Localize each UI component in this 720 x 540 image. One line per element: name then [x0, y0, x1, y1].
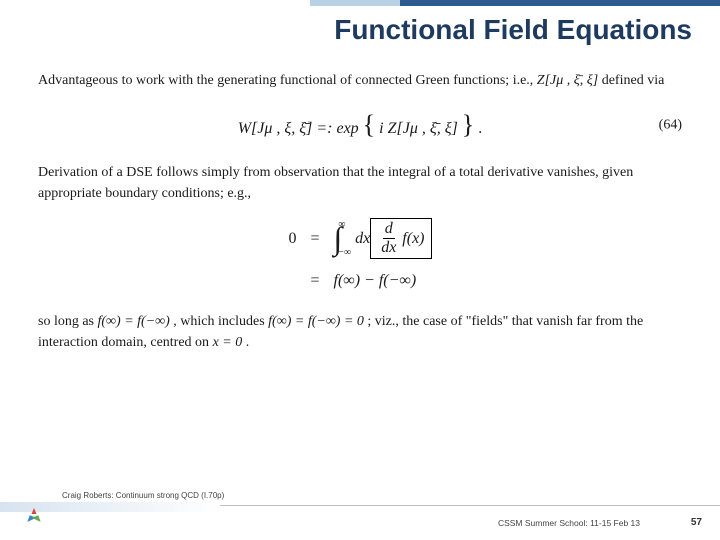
eq2-lhs: 0	[289, 227, 297, 251]
para1-text-suffix: defined via	[602, 73, 665, 88]
para3-prefix: so long as	[38, 314, 98, 329]
page-number: 57	[691, 517, 702, 528]
integral-icon: ∫	[334, 226, 343, 252]
eq2-dx: dx	[355, 227, 370, 251]
equation-64: W[Jμ , ξ, ξ̄] =: exp { i Z[Jμ , ξ̄, ξ] }…	[38, 105, 682, 144]
eq1-inner: i Z[Jμ , ξ̄, ξ]	[379, 120, 458, 137]
eq2-fx: f(x)	[402, 227, 424, 251]
footer-left-text: Craig Roberts: Continuum strong QCD (I.7…	[62, 491, 224, 500]
logo-icon	[22, 506, 46, 530]
slide-title: Functional Field Equations	[334, 14, 692, 46]
title-bar-light	[310, 0, 400, 6]
eq2-rhs-line2: f(∞) − f(−∞)	[334, 269, 432, 293]
eq2-rhs-line1: ∫ ∞ −∞ dx d dx f(x)	[334, 218, 432, 259]
eq1-lhs: W[Jμ , ξ, ξ̄] =: exp	[238, 120, 359, 137]
paragraph-1: Advantageous to work with the generating…	[38, 70, 682, 91]
footer-right-text: CSSM Summer School: 11-15 Feb 13	[498, 518, 640, 528]
para3-suffix2: .	[246, 335, 250, 350]
para3-mid: , which includes	[173, 314, 268, 329]
para3-math1: f(∞) = f(−∞)	[98, 314, 170, 329]
fraction-ddx: d dx	[379, 221, 398, 256]
eq1-dot: .	[478, 120, 482, 137]
slide-body: Advantageous to work with the generating…	[38, 70, 682, 367]
title-bar-dark	[400, 0, 720, 6]
boxed-derivative: d dx f(x)	[370, 218, 431, 259]
para3-math2: f(∞) = f(−∞) = 0	[268, 314, 364, 329]
eq2-eq1: =	[311, 227, 320, 251]
paragraph-2: Derivation of a DSE follows simply from …	[38, 162, 682, 204]
para1-inline-math: Z[Jμ , ξ̄, ξ]	[537, 73, 598, 88]
equation-integral: 0 = ∫ ∞ −∞ dx d dx f(x) = f(∞)	[38, 218, 682, 293]
para3-math3: x = 0	[213, 335, 243, 350]
eq1-number: (64)	[659, 114, 682, 135]
paragraph-3: so long as f(∞) = f(−∞) , which includes…	[38, 311, 682, 353]
eq2-eq2: =	[311, 269, 320, 293]
para1-text-prefix: Advantageous to work with the generating…	[38, 73, 537, 88]
